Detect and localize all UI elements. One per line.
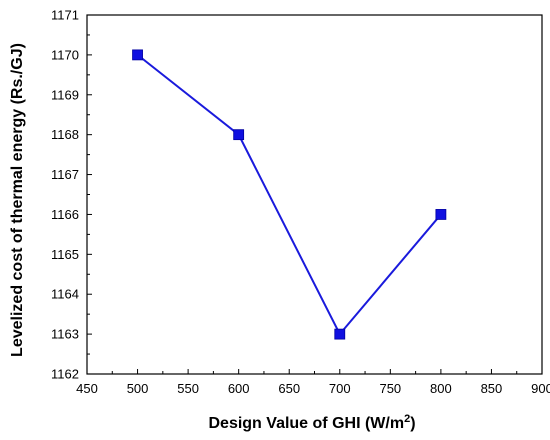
- data-point: [132, 49, 143, 61]
- x-tick-label: 900: [531, 381, 550, 396]
- y-tick-label: 1167: [51, 167, 79, 182]
- x-tick-label: 500: [127, 381, 149, 396]
- data-point: [435, 209, 447, 220]
- x-axis-ticks: 450 500 550 600 650 700 750 800 850 900: [76, 369, 550, 396]
- y-tick-label: 1163: [51, 327, 79, 342]
- y-tick-label: 1170: [51, 47, 79, 62]
- x-tick-label: 700: [329, 381, 351, 396]
- x-tick-label: 650: [278, 381, 300, 396]
- x-tick-label: 800: [430, 381, 452, 396]
- y-tick-label: 1165: [51, 247, 79, 262]
- y-axis-ticks: 1162 1163 1164 1165 1166 1167 1168 1169 1170 1171: [51, 8, 92, 382]
- x-tick-label: 550: [177, 381, 199, 396]
- data-point: [233, 129, 245, 141]
- y-tick-label: 1169: [51, 87, 79, 102]
- x-tick-label: 450: [76, 381, 98, 396]
- y-axis-title: Levelized cost of thermal energy (Rs./GJ…: [9, 43, 26, 357]
- y-tick-label: 1171: [51, 8, 79, 23]
- x-axis-title: Design Value of GHI (W/m2): [208, 413, 415, 432]
- data-point: [334, 328, 346, 340]
- y-tick-label: 1164: [51, 287, 79, 302]
- x-tick-label: 850: [481, 381, 503, 396]
- series-line-group: [132, 49, 447, 340]
- x-tick-label: 750: [379, 381, 401, 396]
- y-tick-label: 1162: [51, 367, 79, 382]
- y-tick-label: 1168: [51, 127, 79, 142]
- series-line: [136, 54, 442, 336]
- y-tick-label: 1166: [51, 207, 79, 222]
- x-tick-label: 600: [228, 381, 250, 396]
